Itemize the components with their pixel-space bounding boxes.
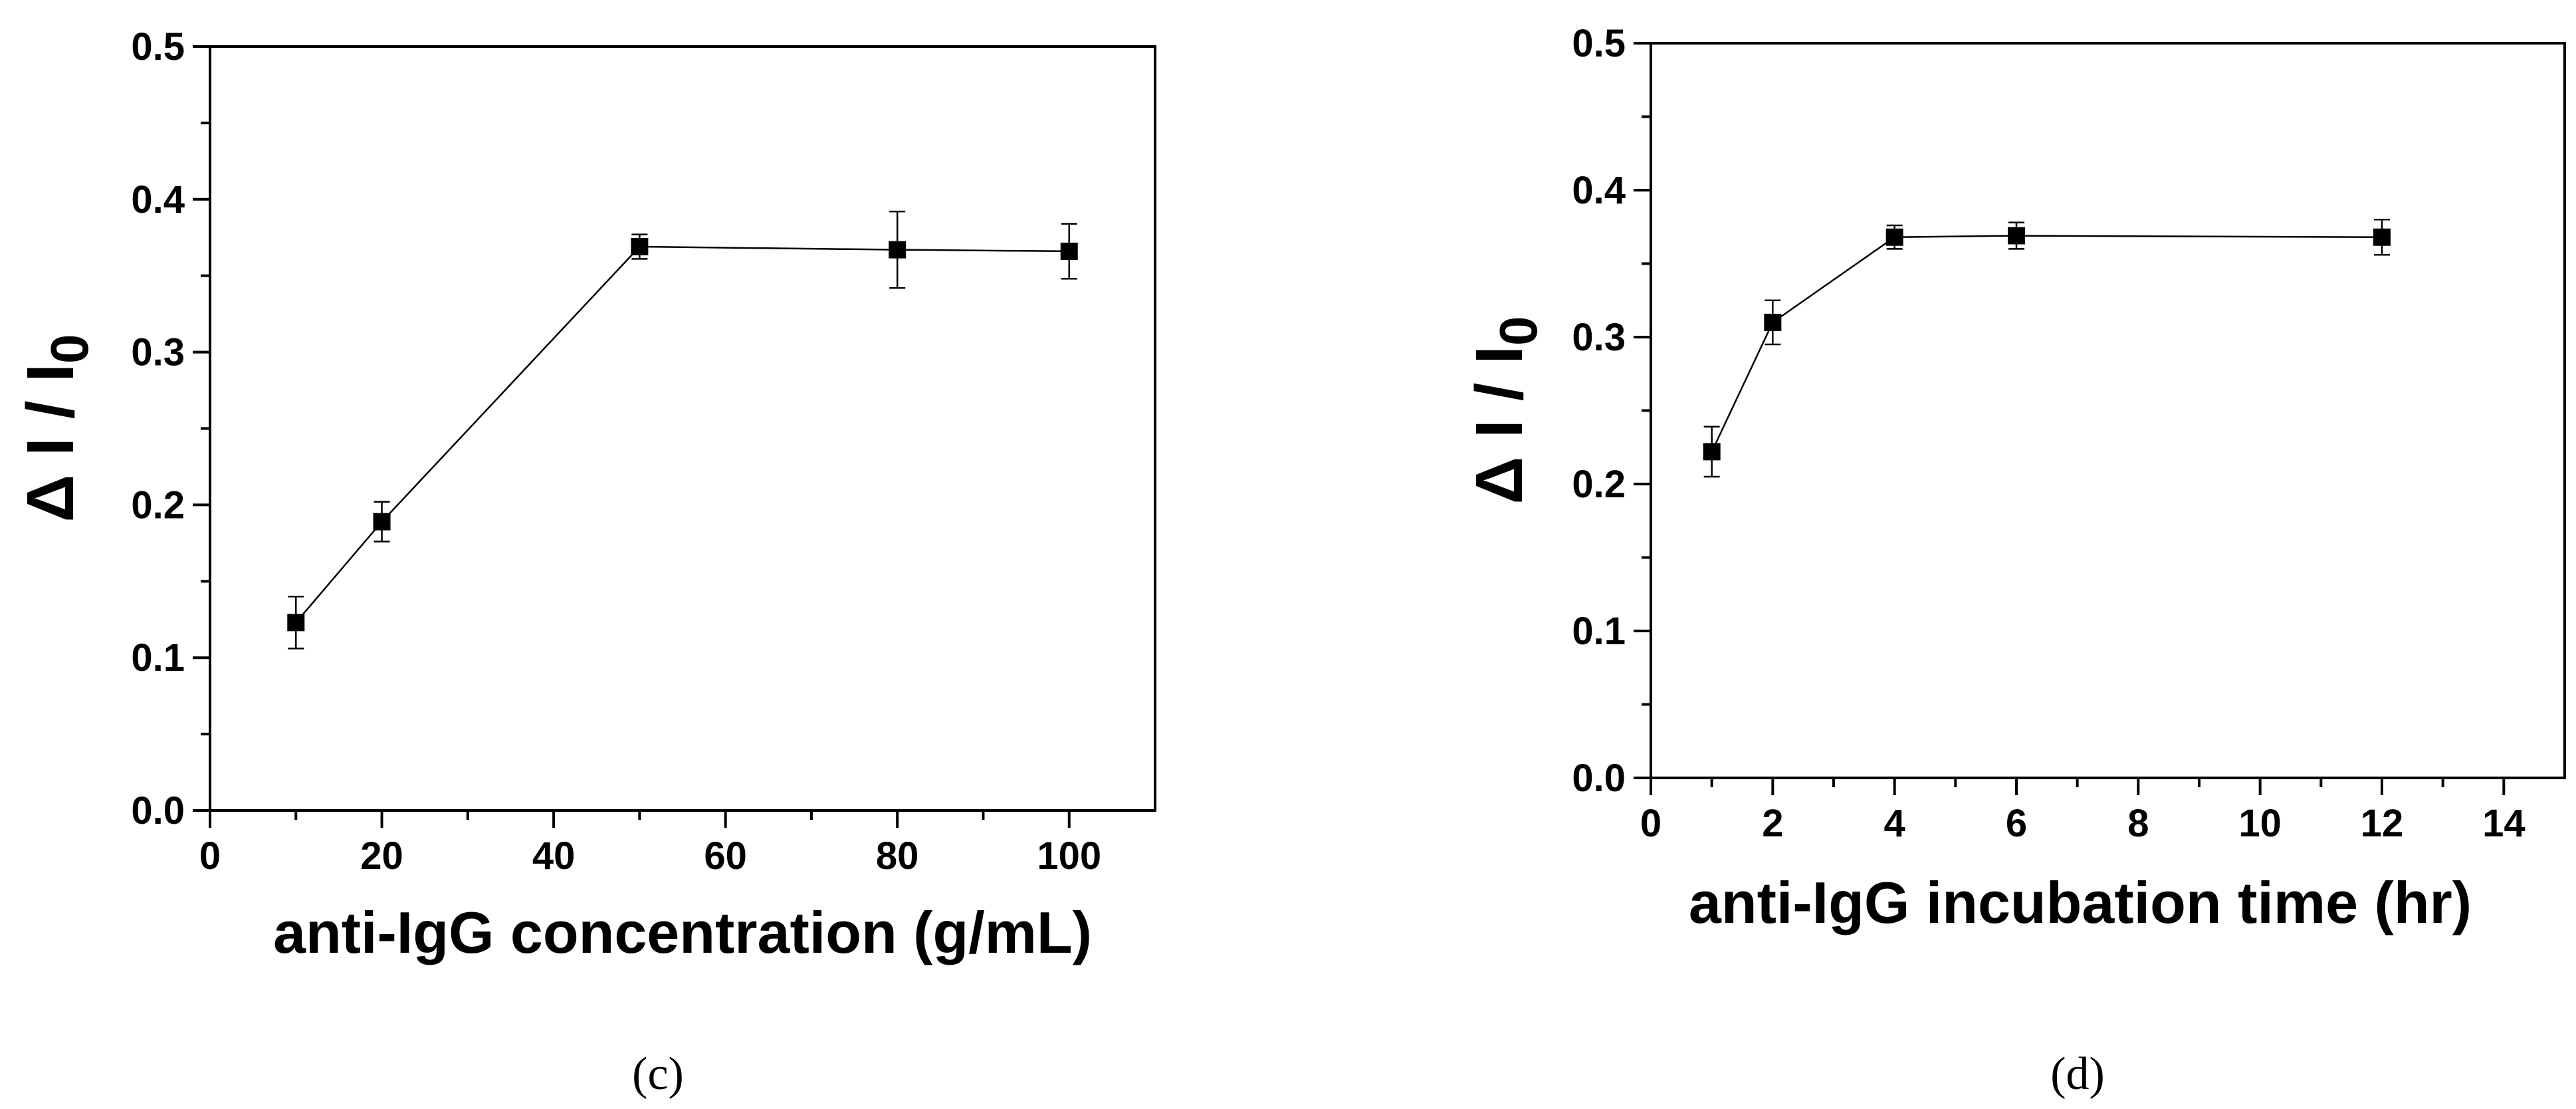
x-tick-label: 20 bbox=[360, 834, 403, 878]
y-tick-label: 0.2 bbox=[1572, 463, 1626, 506]
data-point-marker bbox=[2373, 228, 2391, 246]
x-tick-label: 8 bbox=[2127, 802, 2149, 845]
x-axis-title: anti-IgG concentration (g/mL) bbox=[273, 900, 1092, 965]
tick-labels: 0 20 40 60 80 100 0.0 0.1 0.2 0.3 0.4 0.5 bbox=[131, 25, 1101, 878]
y-tick-label: 0.2 bbox=[131, 483, 185, 527]
tick-group bbox=[193, 45, 1071, 828]
y-tick-label: 0.0 bbox=[1572, 757, 1626, 800]
x-tick-label: 2 bbox=[1762, 802, 1783, 845]
y-axis-title: Δ I / I0 bbox=[1462, 316, 1548, 504]
x-tick-label: 60 bbox=[704, 834, 747, 878]
data-point-marker bbox=[631, 238, 649, 256]
plot-frame bbox=[1650, 42, 2566, 779]
series-line bbox=[295, 245, 1069, 624]
data-point-marker bbox=[287, 614, 305, 632]
x-tick-label: 0 bbox=[1640, 802, 1662, 845]
y-tick-label: 0.0 bbox=[131, 789, 185, 832]
y-axis-title: Δ I / I0 bbox=[13, 334, 99, 522]
chart-panel-d: 0 2 4 6 8 10 12 14 0.0 0.1 0.2 0.3 0.4 0.5 anti-IgG i… bbox=[1462, 22, 2566, 1100]
y-tick-label: 0.5 bbox=[131, 25, 185, 68]
plot-frame bbox=[209, 45, 1156, 812]
data-point-marker bbox=[1703, 443, 1721, 461]
y-tick-label: 0.4 bbox=[131, 178, 185, 221]
error-bars bbox=[1703, 218, 2390, 478]
x-tick-label: 4 bbox=[1884, 802, 1905, 845]
y-tick-label: 0.4 bbox=[1572, 169, 1626, 212]
data-point-marker bbox=[889, 241, 907, 259]
y-tick-label: 0.5 bbox=[1572, 22, 1626, 65]
data-point-marker bbox=[1060, 242, 1078, 260]
x-tick-label: 10 bbox=[2238, 802, 2282, 845]
chart-panel-c: 0 20 40 60 80 100 0.0 0.1 0.2 0.3 0.4 0.5 anti-IgG … bbox=[13, 25, 1156, 1100]
y-tick-label: 0.1 bbox=[1572, 610, 1626, 653]
y-tick-label: 0.3 bbox=[131, 331, 185, 374]
y-tick-label: 0.3 bbox=[1572, 316, 1626, 359]
panel-label: (d) bbox=[2050, 1048, 2105, 1100]
data-point-marker bbox=[2008, 227, 2025, 245]
error-bars bbox=[288, 210, 1077, 650]
data-point-marker bbox=[1885, 228, 1903, 246]
x-tick-label: 40 bbox=[532, 834, 576, 878]
x-tick-label: 14 bbox=[2482, 802, 2525, 845]
data-point-marker bbox=[373, 513, 391, 531]
y-tick-label: 0.1 bbox=[131, 636, 185, 679]
tick-group bbox=[1634, 42, 2506, 795]
tick-labels: 0 2 4 6 8 10 12 14 0.0 0.1 0.2 0.3 0.4 0.5 bbox=[1572, 22, 2525, 845]
x-tick-label: 0 bbox=[199, 834, 221, 878]
x-tick-label: 12 bbox=[2361, 802, 2404, 845]
series-line bbox=[1711, 235, 2383, 452]
x-tick-label: 100 bbox=[1037, 834, 1101, 878]
x-tick-label: 6 bbox=[2006, 802, 2027, 845]
data-point-marker bbox=[1764, 313, 1782, 331]
panel-label: (c) bbox=[632, 1048, 684, 1100]
data-markers bbox=[1703, 227, 2391, 461]
x-tick-label: 80 bbox=[876, 834, 919, 878]
x-axis-title: anti-IgG incubation time (hr) bbox=[1689, 870, 2472, 935]
data-markers bbox=[287, 238, 1078, 632]
